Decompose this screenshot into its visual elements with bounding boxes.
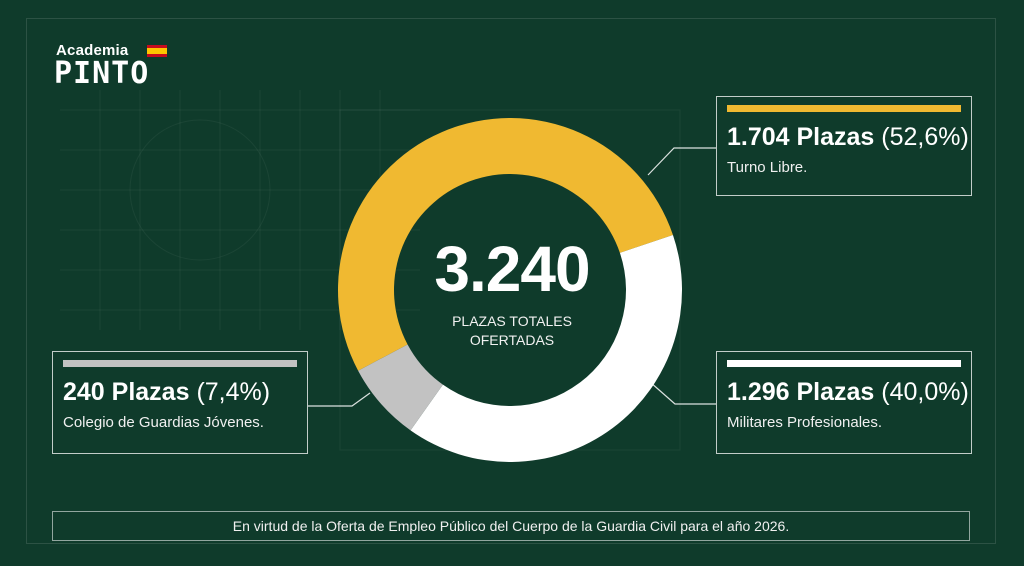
- footer-note: En virtud de la Oferta de Empleo Público…: [52, 511, 970, 541]
- militares-plazas: 1.296 Plazas: [727, 378, 875, 406]
- callout-turno-libre: 1.704 Plazas (52,6%) Turno Libre.: [716, 96, 972, 196]
- colegio-color-bar: [63, 360, 297, 367]
- colegio-pct: (7,4%): [196, 378, 271, 406]
- donut-segment-libre: [337, 118, 673, 371]
- logo-top-text: Academia: [56, 42, 129, 59]
- colegio-plazas: 240 Plazas: [63, 378, 190, 406]
- caption-line-2: OFERTADAS: [469, 332, 555, 348]
- academia-pinto-logo: Academia PINTO: [54, 42, 174, 92]
- callout-militares-profesionales: 1.296 Plazas (40,0%) Militares Profesion…: [716, 351, 972, 454]
- militares-desc: Militares Profesionales.: [727, 414, 883, 431]
- total-plazas-value: 3.240: [434, 233, 590, 305]
- libre-plazas: 1.704 Plazas: [727, 123, 875, 151]
- militares-headline: 1.296 Plazas (40,0%): [727, 377, 969, 407]
- donut-chart: [337, 118, 682, 462]
- total-plazas-caption: PLAZAS TOTALES OFERTADAS: [396, 312, 628, 350]
- callout-colegio-guardias-jovenes: 240 Plazas (7,4%) Colegio de Guardias Jó…: [52, 351, 308, 454]
- caption-line-1: PLAZAS TOTALES: [452, 313, 572, 329]
- spain-flag-icon: [147, 45, 167, 57]
- libre-desc: Turno Libre.: [727, 159, 808, 176]
- militares-pct: (40,0%): [881, 378, 969, 406]
- colegio-desc: Colegio de Guardias Jóvenes.: [63, 414, 264, 431]
- logo-main-text: PINTO: [54, 56, 150, 91]
- donut-segment-colegio: [358, 344, 443, 431]
- libre-pct: (52,6%): [881, 123, 969, 151]
- militares-color-bar: [727, 360, 961, 367]
- libre-headline: 1.704 Plazas (52,6%): [727, 122, 969, 152]
- libre-color-bar: [727, 105, 961, 112]
- outer-frame: [26, 18, 996, 544]
- colegio-headline: 240 Plazas (7,4%): [63, 377, 301, 407]
- donut-segment-militares: [410, 234, 682, 462]
